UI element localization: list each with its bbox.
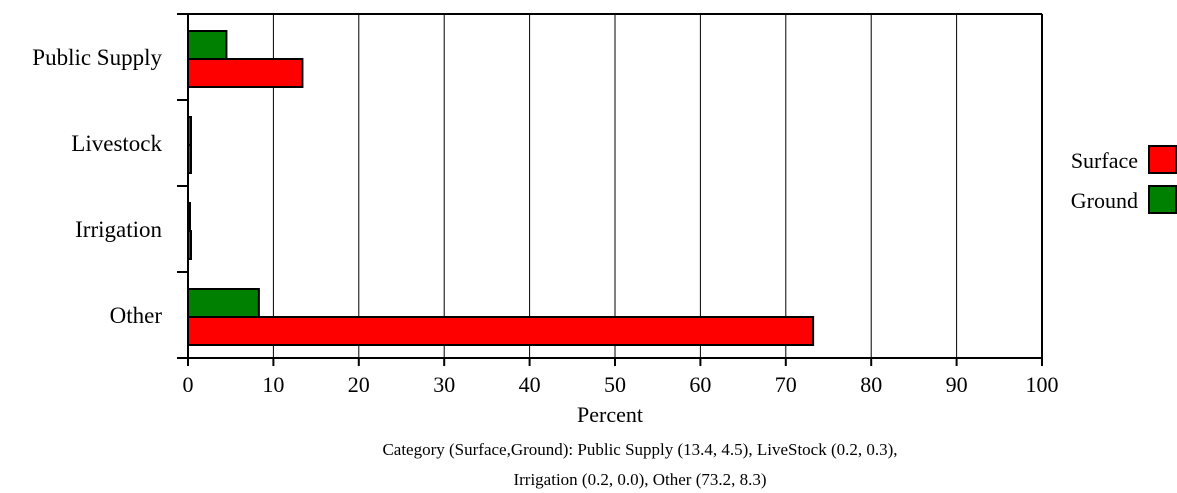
x-tick-label: 40 — [519, 372, 541, 397]
bar-surface — [187, 58, 304, 88]
legend-swatch — [1148, 185, 1177, 214]
grid-lines — [272, 14, 958, 358]
caption-line-1: Category (Surface,Ground): Public Supply… — [382, 440, 898, 459]
x-tick-label: 100 — [1026, 372, 1059, 397]
x-tick-label: 0 — [183, 372, 194, 397]
legend-label: Surface — [1071, 148, 1138, 173]
x-tick-label: 70 — [775, 372, 797, 397]
x-tick-label: 90 — [946, 372, 968, 397]
legend-label: Ground — [1071, 188, 1138, 213]
x-tick-label: 20 — [348, 372, 370, 397]
x-axis-title: Percent — [577, 402, 643, 427]
x-tick-label: 60 — [689, 372, 711, 397]
x-tick-label: 80 — [860, 372, 882, 397]
caption-line-2: Irrigation (0.2, 0.0), Other (73.2, 8.3) — [513, 470, 767, 489]
x-tick-label: 10 — [262, 372, 284, 397]
x-tick-label: 50 — [604, 372, 626, 397]
bars — [187, 30, 815, 346]
category-label: Public Supply — [32, 45, 162, 70]
plot-frame — [177, 13, 1043, 366]
legend-swatch — [1148, 145, 1177, 174]
bar-ground — [187, 30, 228, 60]
category-label: Irrigation — [75, 217, 162, 242]
x-tick-label: 30 — [433, 372, 455, 397]
labels: 0 10 20 30 40 50 60 70 80 90 100 Public Supply Lives… — [32, 45, 1058, 397]
bar-surface — [187, 316, 815, 346]
category-label: Livestock — [71, 131, 162, 156]
category-label: Other — [110, 303, 163, 328]
bar-ground — [187, 288, 260, 318]
legend: Surface Ground — [1071, 145, 1177, 214]
